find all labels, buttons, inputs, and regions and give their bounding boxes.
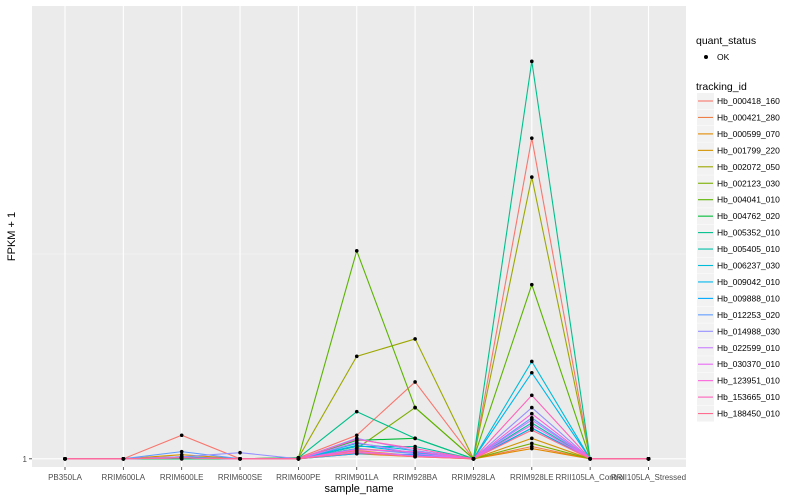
data-point-Hb_188450_010-RRII105LA_Control — [588, 457, 592, 461]
data-point-Hb_004041_010-RRIM928LE — [530, 282, 534, 287]
data-point-Hb_188450_010-RRII105LA_Stressed — [646, 457, 651, 461]
x-tick-label: RRIM600SE — [218, 473, 262, 482]
data-point-Hb_002123_030-RRIM928LE — [530, 441, 534, 446]
x-axis: PB350LA RRIM600LA RRIM600LE RRIM600SE RRIM60… — [48, 467, 686, 482]
legend-label-Hb_009042_010: Hb_009042_010 — [717, 277, 780, 287]
legend-label-Hb_153665_010: Hb_153665_010 — [717, 392, 780, 402]
legend-label-Hb_009888_010: Hb_009888_010 — [717, 293, 780, 303]
legend-label-Hb_123951_010: Hb_123951_010 — [717, 376, 780, 386]
legend-label-Hb_005405_010: Hb_005405_010 — [717, 244, 780, 254]
data-point-Hb_009042_010-RRIM928LE — [530, 370, 534, 375]
data-point-Hb_005352_010-RRIM901LA — [354, 409, 359, 414]
legend-quant-key — [704, 55, 708, 59]
data-point-Hb_009042_010-RRIM901LA — [354, 443, 359, 448]
legend-label-Hb_004762_020: Hb_004762_020 — [717, 211, 780, 221]
data-point-Hb_188450_010-RRIM901LA — [354, 450, 359, 455]
data-point-Hb_002072_050-RRIM901LA — [354, 354, 359, 359]
data-point-Hb_022599_010-RRIM901LA — [354, 440, 359, 445]
y-axis-title: FPKM + 1 — [6, 212, 18, 261]
data-point-Hb_188450_010-RRIM600PE — [296, 457, 301, 461]
data-point-Hb_005352_010-RRIM928BA — [413, 436, 417, 441]
x-tick-label: RRIM600LA — [102, 473, 146, 482]
data-point-Hb_188450_010-RRIM600LA — [121, 457, 126, 461]
data-point-Hb_014988_030-RRIM928LE — [530, 405, 534, 410]
legend-label-Hb_012253_020: Hb_012253_020 — [717, 310, 780, 320]
x-gridlines — [64, 6, 650, 467]
data-point-Hb_012253_020-RRIM600LE — [179, 449, 184, 454]
data-point-Hb_000418_160-RRIM928LE — [530, 136, 534, 140]
legend-entries: Hb_000418_160 Hb_000421_280 Hb_000599_070 H… — [697, 93, 780, 422]
legend-label-Hb_000599_070: Hb_000599_070 — [717, 129, 780, 139]
legend-label-Hb_030370_010: Hb_030370_010 — [717, 359, 780, 369]
legend-tracking-title: tracking_id — [696, 81, 747, 93]
legend-tracking-id: tracking_id Hb_000418_160Hb_000421_280Hb… — [696, 81, 780, 422]
legend-label-Hb_004041_010: Hb_004041_010 — [717, 195, 780, 205]
x-tick-label: RRIM928LE — [510, 473, 554, 482]
legend-label-Hb_006237_030: Hb_006237_030 — [717, 261, 780, 271]
legend-quant-title: quant_status — [696, 35, 756, 47]
legend-quant-label: OK — [717, 52, 730, 62]
x-tick-label: RRIM600LE — [160, 473, 204, 482]
x-axis-title: sample_name — [324, 483, 393, 495]
data-point-Hb_188450_010-RRIM928LA — [471, 457, 476, 461]
x-tick-label: RRIM928LA — [452, 473, 496, 482]
x-tick-label: RRII105LA_Control — [555, 473, 625, 482]
legend-label-Hb_005352_010: Hb_005352_010 — [717, 228, 780, 238]
data-point-Hb_002072_050-RRIM928LE — [530, 175, 534, 179]
data-point-Hb_005352_010-RRIM928LE — [530, 59, 534, 64]
legend-label-Hb_001799_220: Hb_001799_220 — [717, 145, 780, 155]
legend-quant-status: quant_status OK — [696, 35, 756, 62]
data-point-Hb_153665_010-RRIM928BA — [413, 446, 417, 451]
data-point-Hb_123951_010-RRIM901LA — [354, 447, 359, 452]
data-point-Hb_030370_010-RRIM928LE — [530, 423, 534, 427]
legend-label-Hb_002072_050: Hb_002072_050 — [717, 162, 780, 172]
data-point-Hb_153665_010-RRIM901LA — [354, 437, 359, 442]
x-tick-label: RRIM600PE — [276, 473, 320, 482]
data-point-Hb_188450_010-PB350LA — [63, 457, 67, 461]
data-point-Hb_004041_010-RRIM928BA — [413, 405, 417, 410]
data-point-Hb_001799_220-RRIM928LE — [530, 436, 534, 441]
legend-label-Hb_188450_010: Hb_188450_010 — [717, 409, 780, 419]
data-point-Hb_123951_010-RRIM928BA — [413, 449, 417, 454]
legend-label-Hb_000421_280: Hb_000421_280 — [717, 112, 780, 122]
x-tick-label: RRIM901LA — [335, 473, 379, 482]
data-point-Hb_014988_030-RRIM600SE — [238, 450, 242, 455]
data-point-Hb_123951_010-RRIM928LE — [530, 411, 534, 416]
data-point-Hb_188450_010-RRIM600LE — [179, 455, 184, 460]
data-point-Hb_006237_030-RRIM928LE — [530, 359, 534, 364]
data-point-Hb_000418_160-RRIM901LA — [354, 433, 359, 438]
data-points — [63, 59, 651, 461]
data-point-Hb_000599_070-RRIM928LE — [530, 446, 534, 451]
legend-label-Hb_000418_160: Hb_000418_160 — [717, 96, 780, 106]
legend-label-Hb_002123_030: Hb_002123_030 — [717, 178, 780, 188]
data-point-Hb_188450_010-RRIM928BA — [413, 454, 417, 459]
y-axis: 1 — [23, 455, 32, 464]
data-point-Hb_022599_010-RRIM928LE — [530, 418, 534, 422]
x-tick-label: RRII105LA_Stressed — [611, 473, 686, 482]
data-point-Hb_004041_010-RRIM901LA — [354, 249, 359, 253]
y-tick-label: 1 — [23, 455, 28, 464]
x-tick-label: RRIM928BA — [393, 473, 438, 482]
legend-label-Hb_014988_030: Hb_014988_030 — [717, 326, 780, 336]
x-tick-label: PB350LA — [48, 473, 82, 482]
data-point-Hb_000418_160-RRIM600LE — [179, 433, 184, 438]
data-point-Hb_188450_010-RRIM600SE — [238, 457, 242, 461]
data-point-Hb_002072_050-RRIM928BA — [413, 337, 417, 341]
data-point-Hb_188450_010-RRIM928LE — [530, 428, 534, 432]
legend-label-Hb_022599_010: Hb_022599_010 — [717, 343, 780, 353]
data-point-Hb_000418_160-RRIM928BA — [413, 380, 417, 384]
data-point-Hb_153665_010-RRIM928LE — [530, 393, 534, 398]
panel-background — [32, 6, 686, 467]
